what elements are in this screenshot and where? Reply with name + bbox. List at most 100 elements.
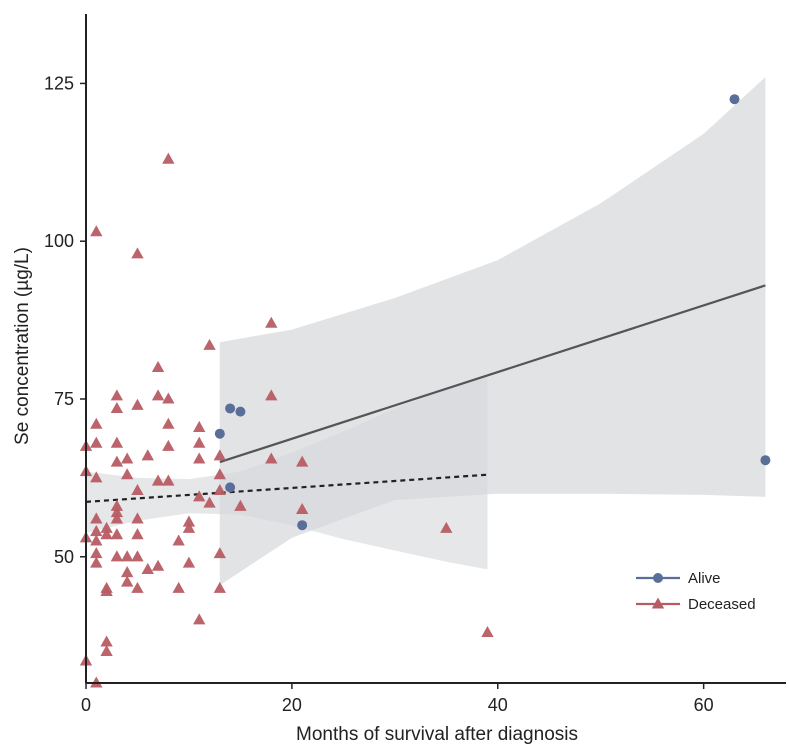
- point-deceased: [90, 512, 103, 524]
- confidence-bands: [86, 77, 766, 586]
- point-deceased: [110, 389, 124, 401]
- point-deceased: [440, 521, 453, 533]
- point-deceased: [193, 490, 206, 502]
- point-deceased: [90, 534, 103, 546]
- point-deceased: [131, 398, 144, 410]
- data-points: [79, 94, 771, 688]
- point-deceased: [100, 584, 113, 597]
- point-alive: [225, 482, 236, 493]
- point-deceased: [131, 247, 144, 259]
- point-deceased: [151, 559, 165, 571]
- point-deceased: [213, 449, 226, 461]
- point-deceased: [203, 338, 216, 350]
- legend-marker: [653, 573, 663, 583]
- point-deceased: [131, 581, 144, 593]
- fit-lines: [85, 284, 766, 503]
- point-deceased: [193, 613, 206, 625]
- point-alive: [760, 455, 771, 466]
- point-alive: [214, 428, 225, 439]
- point-deceased: [151, 474, 165, 486]
- point-deceased: [172, 581, 185, 593]
- x-tick-label: 60: [694, 695, 714, 715]
- point-deceased: [296, 455, 309, 467]
- point-deceased: [121, 550, 134, 562]
- point-alive: [297, 520, 308, 531]
- x-axis-label: Months of survival after diagnosis: [296, 724, 578, 745]
- point-deceased: [162, 152, 175, 164]
- point-deceased: [213, 581, 226, 593]
- y-tick-label: 125: [44, 73, 74, 93]
- point-alive: [235, 406, 246, 417]
- point-deceased: [110, 401, 124, 414]
- point-deceased: [162, 417, 175, 429]
- point-deceased: [90, 417, 103, 429]
- point-deceased: [193, 436, 206, 448]
- legend-label: Deceased: [688, 596, 756, 613]
- point-deceased: [141, 562, 154, 574]
- legend-label: Alive: [688, 570, 721, 587]
- x-tick-label: 20: [282, 695, 302, 715]
- point-deceased: [151, 360, 165, 372]
- point-deceased: [121, 468, 134, 480]
- point-deceased: [182, 556, 196, 568]
- point-deceased: [213, 484, 226, 496]
- point-deceased: [213, 547, 226, 559]
- point-deceased: [151, 389, 165, 401]
- point-deceased: [162, 392, 175, 404]
- point-deceased: [90, 525, 103, 537]
- point-deceased: [234, 499, 247, 511]
- point-deceased: [121, 566, 134, 578]
- point-deceased: [110, 506, 124, 518]
- y-axis-label: Se concentration (µg/L): [12, 247, 33, 445]
- point-deceased: [182, 515, 196, 527]
- point-deceased: [100, 521, 113, 533]
- point-deceased: [110, 550, 124, 562]
- point-deceased: [265, 316, 278, 328]
- point-deceased: [131, 550, 144, 562]
- point-deceased: [121, 575, 134, 587]
- point-alive: [729, 94, 740, 105]
- y-tick-label: 75: [54, 389, 74, 409]
- point-deceased: [193, 452, 206, 464]
- confidence-band-deceased: [86, 376, 488, 570]
- point-deceased: [172, 534, 185, 546]
- point-deceased: [100, 528, 113, 540]
- point-deceased: [90, 471, 103, 483]
- legend-marker: [651, 597, 665, 609]
- point-deceased: [296, 502, 309, 514]
- point-deceased: [162, 439, 175, 451]
- legend-item-alive: Alive: [636, 570, 721, 587]
- x-tick-label: 40: [488, 695, 508, 715]
- point-deceased: [100, 644, 113, 656]
- fit-line-alive: [219, 284, 766, 464]
- point-deceased: [90, 547, 103, 559]
- point-deceased: [481, 626, 494, 638]
- point-deceased: [90, 436, 103, 448]
- point-deceased: [182, 521, 196, 533]
- point-deceased: [110, 499, 124, 511]
- point-deceased: [265, 389, 278, 401]
- point-deceased: [265, 452, 278, 464]
- x-tick-label: 0: [81, 695, 91, 715]
- point-deceased: [131, 512, 144, 524]
- point-deceased: [110, 528, 124, 540]
- point-deceased: [162, 474, 175, 486]
- point-deceased: [213, 468, 226, 480]
- point-deceased: [203, 496, 216, 508]
- y-tick-label: 100: [44, 231, 74, 251]
- y-tick-label: 50: [54, 547, 74, 567]
- point-deceased: [131, 484, 144, 496]
- legend: Alive Deceased: [636, 570, 756, 613]
- point-deceased: [121, 452, 134, 464]
- point-deceased: [90, 556, 103, 568]
- axes: [80, 14, 786, 689]
- point-deceased: [90, 225, 103, 237]
- point-deceased: [100, 635, 113, 647]
- point-deceased: [110, 455, 124, 467]
- point-alive: [225, 403, 236, 414]
- point-deceased: [193, 420, 206, 432]
- fit-line-deceased: [85, 473, 488, 503]
- point-deceased: [141, 449, 154, 461]
- legend-item-deceased: Deceased: [636, 596, 756, 613]
